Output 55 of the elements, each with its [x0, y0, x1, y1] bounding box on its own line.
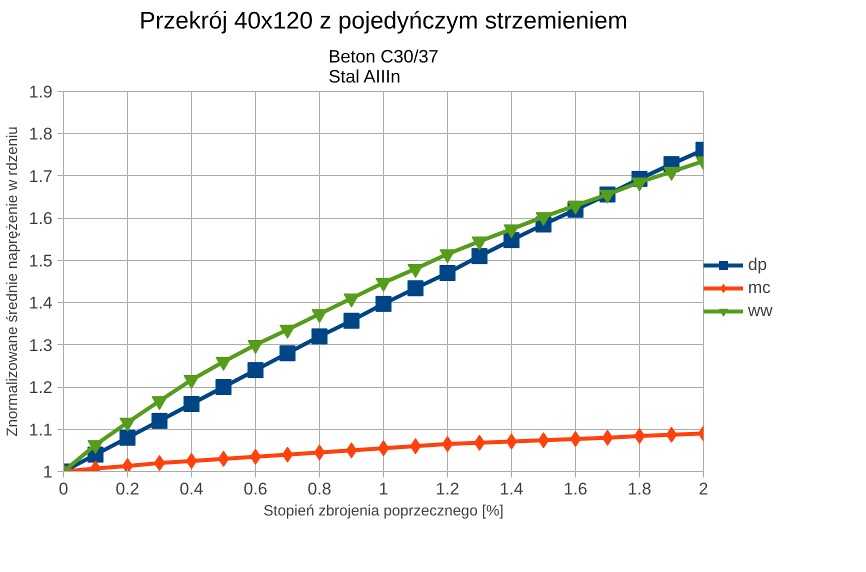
legend-label: dp	[748, 255, 768, 275]
y-tick-label: 1.2	[28, 378, 53, 398]
x-tick-label: 1	[378, 480, 388, 498]
legend-label: mc	[748, 278, 771, 298]
point	[376, 278, 392, 292]
point	[248, 340, 264, 354]
y-tick-label: 1.5	[28, 251, 53, 270]
x-tick-label: 1.8	[628, 480, 652, 498]
y-tick-label: 1.8	[28, 124, 53, 144]
chart-subtitle: Beton C30/37 Stal AIIIn	[328, 46, 439, 86]
x-tick-label: 1.6	[564, 480, 588, 498]
point	[120, 430, 136, 446]
y-tick-label: 1.9	[28, 82, 53, 102]
y-tick-label: 1.1	[28, 420, 53, 440]
x-axis-title: Stopień zbrojenia poprzecznego [%]	[263, 502, 504, 520]
x-tick-label: 0.6	[244, 480, 268, 498]
y-tick-label: 1.3	[28, 336, 53, 355]
point	[504, 224, 520, 238]
point	[472, 248, 488, 264]
legend-label: ww	[748, 301, 773, 321]
x-tick-label: 0.4	[180, 480, 204, 498]
point	[280, 345, 296, 362]
x-tick-label: 1.2	[436, 480, 460, 498]
y-axis-title: Znormalizowane średnie naprężenie w rdzeniu	[4, 126, 21, 437]
point	[664, 166, 680, 181]
point	[312, 309, 328, 324]
point	[248, 362, 264, 378]
x-tick-label: 0.2	[116, 480, 140, 498]
point	[312, 328, 328, 344]
x-tick-label: 0.8	[308, 480, 332, 498]
point	[440, 249, 456, 264]
point	[376, 296, 392, 312]
point	[408, 280, 424, 296]
y-tick-label: 1	[43, 462, 53, 482]
point	[440, 265, 456, 282]
point	[344, 294, 360, 308]
point	[280, 324, 296, 339]
x-tick-label: 1.4	[500, 480, 524, 498]
point	[216, 379, 232, 396]
point	[600, 190, 616, 204]
y-tick-label: 1.7	[28, 166, 53, 186]
point	[632, 177, 648, 192]
point	[344, 312, 360, 329]
point	[472, 236, 488, 251]
point	[152, 412, 168, 429]
y-tick-label: 1.6	[28, 209, 53, 228]
x-tick-label: 2	[698, 480, 708, 498]
point	[408, 264, 424, 278]
point	[536, 212, 552, 226]
point	[568, 200, 584, 215]
point	[184, 396, 200, 412]
chart-title: Przekrój 40x120 z pojedyńczym strzemieniem	[139, 8, 628, 34]
x-tick-label: 0	[58, 480, 68, 498]
y-tick-label: 1.4	[28, 294, 53, 313]
point	[216, 356, 232, 371]
